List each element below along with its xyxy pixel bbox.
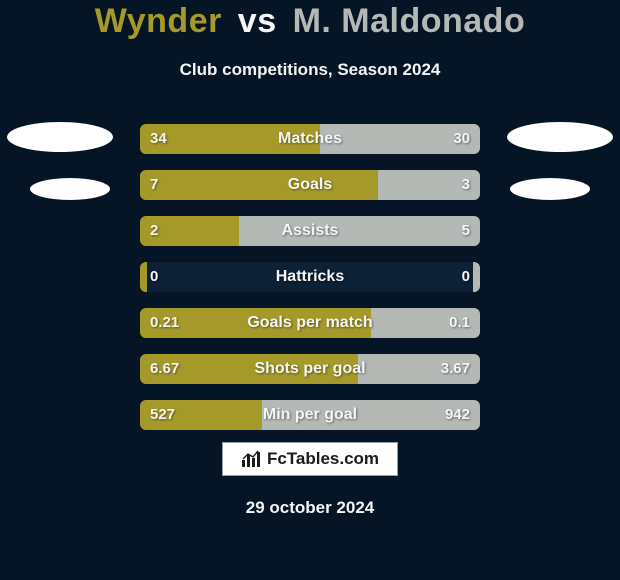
title-player1: Wynder — [95, 2, 222, 40]
stat-label: Goals per match — [140, 308, 480, 338]
stat-label: Hattricks — [140, 262, 480, 292]
stat-label: Goals — [140, 170, 480, 200]
stat-label: Assists — [140, 216, 480, 246]
title-player2: M. Maldonado — [293, 2, 526, 40]
stat-row: 0.210.1Goals per match — [140, 308, 480, 338]
logo-text: FcTables.com — [267, 449, 379, 469]
stat-label: Matches — [140, 124, 480, 154]
subtitle: Club competitions, Season 2024 — [0, 60, 620, 80]
fctables-logo: FcTables.com — [222, 442, 398, 476]
stat-row: 527942Min per goal — [140, 400, 480, 430]
comparison-infographic: Wynder vs M. Maldonado Club competitions… — [0, 0, 620, 580]
stat-row: 73Goals — [140, 170, 480, 200]
player2-avatar-small — [510, 178, 590, 200]
page-title: Wynder vs M. Maldonado — [0, 2, 620, 41]
stat-label: Shots per goal — [140, 354, 480, 384]
title-vs: vs — [238, 2, 277, 40]
stat-row: 3430Matches — [140, 124, 480, 154]
stat-row: 6.673.67Shots per goal — [140, 354, 480, 384]
stat-row: 25Assists — [140, 216, 480, 246]
chart-icon — [241, 450, 261, 468]
date-label: 29 october 2024 — [0, 498, 620, 518]
player1-avatar-small — [30, 178, 110, 200]
stat-label: Min per goal — [140, 400, 480, 430]
player1-avatar-large — [7, 122, 113, 152]
player2-avatar-large — [507, 122, 613, 152]
stat-row: 00Hattricks — [140, 262, 480, 292]
stat-rows: 3430Matches 73Goals 25Assists 00Hattricks 0.… — [140, 124, 480, 430]
logo-container: FcTables.com — [0, 442, 620, 476]
